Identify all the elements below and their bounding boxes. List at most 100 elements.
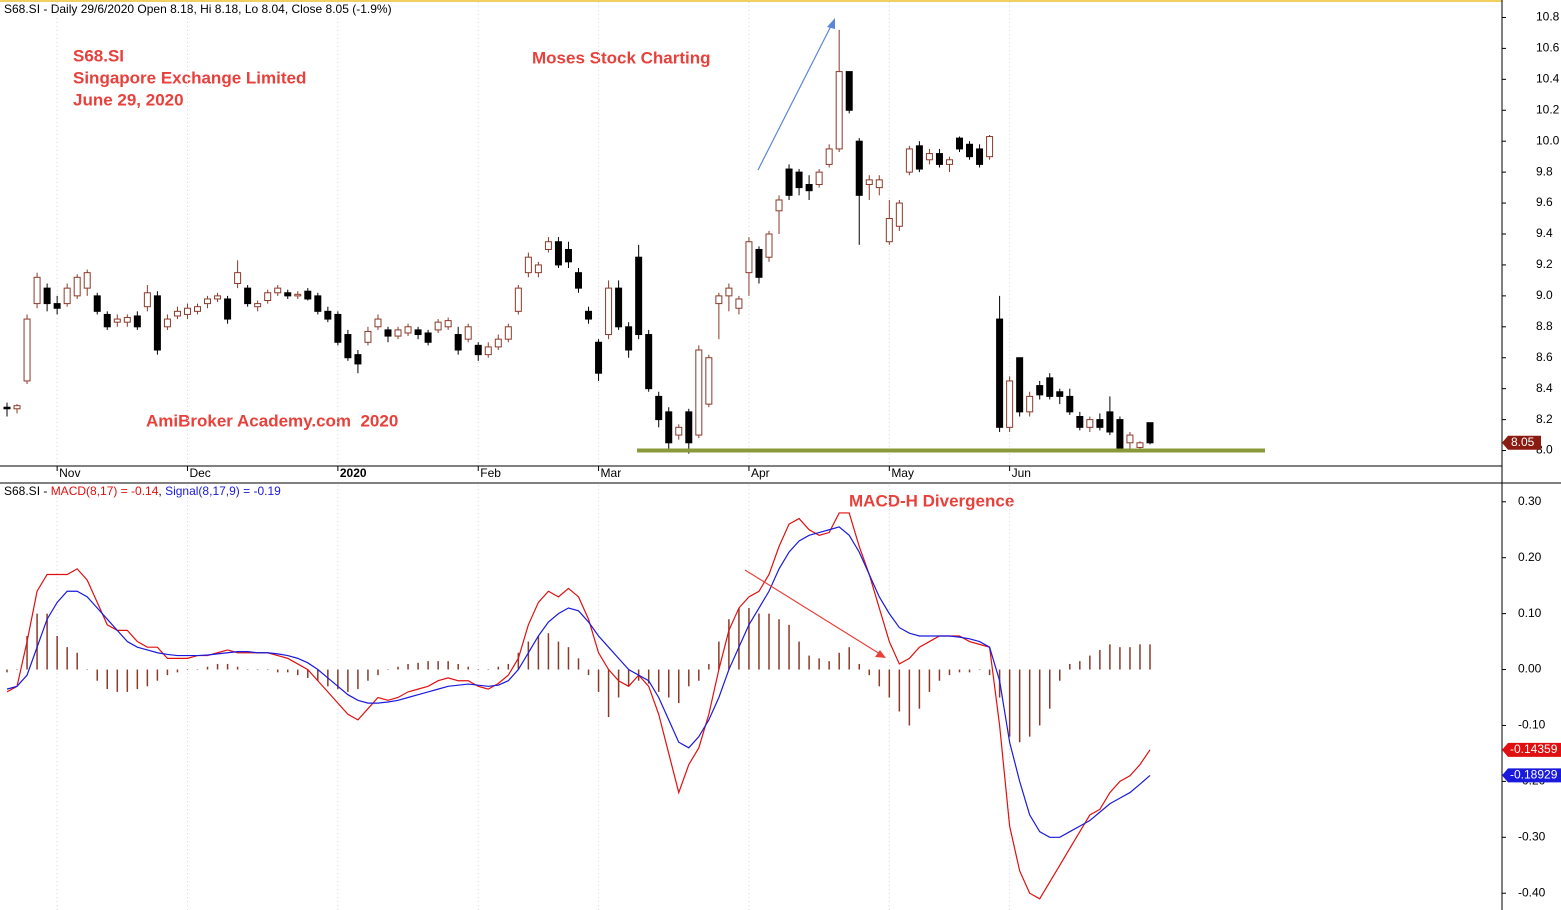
- y-tick-label: 0.10: [1518, 606, 1542, 620]
- candle-body: [384, 329, 392, 337]
- y-tick-label: 9.8: [1536, 164, 1553, 178]
- candle-body: [725, 287, 733, 297]
- y-tick-label: 10.0: [1536, 133, 1560, 147]
- candle-body: [183, 307, 191, 315]
- candle-body: [1036, 385, 1044, 396]
- candle-body: [1096, 419, 1104, 428]
- candle-body: [855, 140, 863, 196]
- candle-body: [153, 295, 161, 351]
- candle-body: [845, 71, 853, 111]
- y-tick-label: 9.0: [1536, 288, 1553, 302]
- x-tick-label: May: [891, 466, 914, 480]
- candle-body: [895, 202, 903, 227]
- candle-body: [966, 143, 974, 158]
- x-tick-label: Mar: [601, 466, 622, 480]
- candle-body: [143, 292, 151, 308]
- candle-body: [374, 318, 382, 328]
- candle-body: [424, 332, 432, 343]
- candle-body: [765, 233, 773, 258]
- candle-body: [1066, 395, 1074, 413]
- x-tick-label: Dec: [189, 466, 210, 480]
- candle-body: [123, 317, 131, 323]
- candle-body: [224, 298, 232, 320]
- divergence-arrow: [744, 569, 881, 655]
- trend-arrow: [757, 23, 833, 171]
- candle-body: [785, 168, 793, 196]
- candle-body: [284, 292, 292, 297]
- x-tick-label: Jun: [1012, 466, 1031, 480]
- candle-body: [1126, 434, 1134, 444]
- candle-body: [665, 411, 673, 444]
- macd-title: S68.SI - MACD(8,17) = -0.14, Signal(8,17…: [4, 484, 281, 498]
- candle-body: [454, 334, 462, 351]
- candle-body: [163, 318, 171, 328]
- arrow-head: [827, 18, 835, 29]
- candle-body: [575, 272, 582, 289]
- y-tick-label: 8.4: [1536, 381, 1553, 395]
- y-tick-label: -0.10: [1518, 718, 1546, 732]
- title-part: Signal(8,17,9) = -0.19: [165, 484, 281, 498]
- candle-body: [364, 330, 372, 343]
- y-tick-label: 8.6: [1536, 350, 1553, 364]
- x-tick-label: Nov: [59, 466, 80, 480]
- y-tick-label: 0.20: [1518, 550, 1542, 564]
- candle-body: [945, 159, 953, 165]
- candle-body: [394, 329, 402, 337]
- candle-body: [986, 136, 994, 158]
- candle-body: [534, 264, 542, 274]
- last-value-box: [1502, 742, 1561, 757]
- candle-body: [1006, 380, 1014, 428]
- candle-body: [494, 338, 502, 348]
- candle-body: [23, 318, 31, 382]
- candle-body: [524, 256, 532, 274]
- candle-body: [544, 241, 552, 250]
- price-title: S68.SI - Daily 29/6/2020 Open 8.18, Hi 8…: [4, 2, 392, 16]
- candle-body: [715, 295, 723, 305]
- candle-body: [705, 357, 713, 405]
- annotation: Moses Stock Charting: [532, 48, 711, 67]
- candle-body: [354, 354, 362, 365]
- annotation: Singapore Exchange Limited: [73, 68, 306, 87]
- candle-body: [414, 329, 422, 336]
- arrow-head: [875, 650, 886, 658]
- candle-body: [194, 306, 201, 312]
- candle-body: [1026, 395, 1034, 413]
- candle-body: [484, 346, 492, 356]
- annotation: MACD-H Divergence: [849, 491, 1014, 510]
- candle-body: [434, 321, 442, 331]
- x-tick-label: Feb: [480, 466, 501, 480]
- candle-body: [554, 241, 562, 266]
- candle-body: [795, 171, 803, 189]
- candle-body: [314, 295, 322, 312]
- candle-body: [514, 287, 522, 312]
- candle-body: [334, 313, 342, 343]
- y-tick-label: 10.6: [1536, 41, 1560, 55]
- candle-body: [695, 349, 703, 436]
- candle-body: [635, 256, 643, 336]
- y-tick-label: 8.2: [1536, 412, 1553, 426]
- candle-body: [214, 295, 222, 300]
- candle-body: [775, 199, 783, 212]
- last-price-box: [1502, 435, 1541, 450]
- y-tick-label: 10.8: [1536, 10, 1560, 24]
- candle-body: [615, 287, 623, 328]
- y-tick-label: 10.2: [1536, 102, 1560, 116]
- title-part: ,: [158, 484, 165, 498]
- candle-body: [925, 153, 933, 161]
- x-tick-label: Apr: [751, 466, 770, 480]
- annotation: June 29, 2020: [73, 90, 184, 109]
- candle-body: [13, 405, 21, 410]
- y-tick-label: 0.30: [1518, 494, 1542, 508]
- candle-body: [815, 171, 823, 186]
- candle-body: [1056, 391, 1064, 397]
- title-part: MACD(8,17) = -0.14: [51, 484, 159, 498]
- y-tick-label: 10.4: [1536, 72, 1560, 86]
- candle-body: [404, 326, 412, 334]
- candle-body: [1106, 411, 1114, 433]
- candle-body: [73, 276, 81, 297]
- candle-body: [244, 287, 252, 305]
- last-price-label: 8.05: [1511, 435, 1535, 449]
- candle-body: [464, 326, 472, 340]
